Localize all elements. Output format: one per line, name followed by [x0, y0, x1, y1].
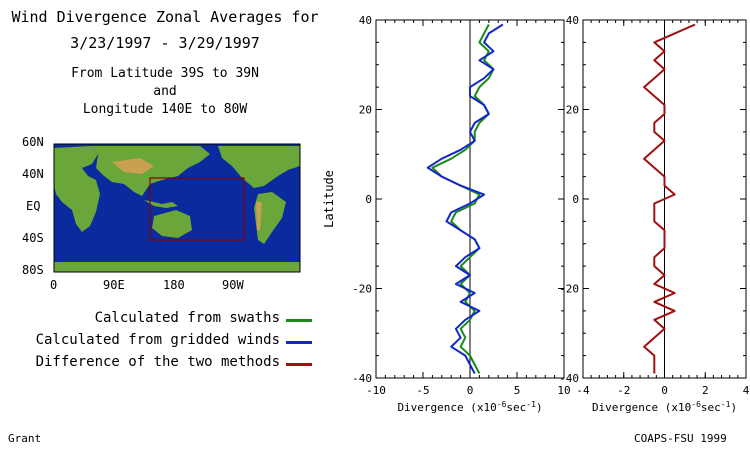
map-lon-label: 90E — [103, 278, 125, 292]
map-lat-label: 40S — [22, 231, 44, 245]
map-highland-south-america — [256, 202, 262, 230]
series-line-calculated-from-gridded-winds — [426, 23, 504, 374]
x-tick-label: 2 — [702, 384, 709, 397]
subtitle-latitude-range: From Latitude 39S to 39N — [71, 66, 259, 81]
y-axis-label: Latitude — [322, 170, 336, 228]
map-lon-label: 90W — [222, 278, 244, 292]
map-highland-asia — [112, 158, 154, 174]
subtitle-conjunction: and — [153, 84, 177, 99]
map-lon-label: 180 — [163, 278, 185, 292]
map-study-region-box — [149, 177, 245, 241]
map-land-indonesia — [144, 200, 178, 208]
x-tick-label: 5 — [514, 384, 521, 397]
y-tick-label: 0 — [572, 193, 579, 206]
y-tick-label: 40 — [359, 14, 372, 27]
x-tick-label: -4 — [576, 384, 590, 397]
legend-label: Calculated from gridded winds — [35, 332, 280, 348]
y-tick-label: 20 — [566, 104, 579, 117]
x-tick-label: 4 — [743, 384, 750, 397]
chart-title-date-range: 3/23/1997 - 3/29/1997 — [70, 34, 260, 52]
map-lon-label: 0 — [50, 278, 58, 292]
x-tick-label: -2 — [617, 384, 630, 397]
map-land-asia — [90, 146, 210, 196]
map-frame — [53, 143, 301, 273]
legend-label: Calculated from swaths — [94, 310, 280, 326]
y-tick-label: 40 — [566, 14, 579, 27]
map-land-australia — [152, 210, 192, 238]
y-tick-label: 20 — [359, 104, 372, 117]
map-land-south-america — [254, 192, 286, 244]
x-tick-label: 0 — [467, 384, 474, 397]
author-credit: Grant — [8, 432, 42, 445]
legend-item-difference: Difference of the two methods — [0, 354, 320, 374]
y-tick-label: -40 — [559, 372, 579, 385]
map-lat-label: EQ — [26, 199, 41, 213]
map-lat-label: 80S — [22, 263, 44, 277]
y-tick-label: -20 — [559, 283, 579, 296]
x-tick-label: 10 — [557, 384, 570, 397]
legend-swatch — [286, 319, 312, 322]
map-land-north-america — [218, 146, 300, 188]
y-tick-label: 0 — [365, 193, 372, 206]
map-lat-label: 40N — [22, 167, 44, 181]
legend-label: Difference of the two methods — [35, 354, 280, 370]
chart-title-line1: Wind Divergence Zonal Averages for — [11, 8, 319, 26]
map-land-antarctica — [54, 262, 300, 272]
legend-swatch — [286, 363, 312, 366]
x-axis-label: Divergence (x10-6sec-1) — [397, 400, 542, 414]
organization-credit: COAPS-FSU 1999 — [634, 432, 727, 445]
subtitle-longitude-range: Longitude 140E to 80W — [82, 102, 248, 117]
x-axis-label: Divergence (x10-6sec-1) — [592, 400, 737, 414]
y-tick-label: -20 — [352, 283, 372, 296]
legend-swatch — [286, 341, 312, 344]
series-line-difference-of-the-two-methods — [643, 23, 696, 374]
world-map — [53, 143, 301, 273]
x-tick-label: -10 — [366, 384, 386, 397]
y-tick-label: -40 — [352, 372, 372, 385]
map-land-africa-europe — [54, 146, 100, 232]
x-tick-label: 0 — [661, 384, 668, 397]
map-lat-label: 60N — [22, 135, 44, 149]
legend-item-swaths: Calculated from swaths — [0, 310, 320, 330]
x-tick-label: -5 — [416, 384, 429, 397]
legend-item-gridded: Calculated from gridded winds — [0, 332, 320, 352]
